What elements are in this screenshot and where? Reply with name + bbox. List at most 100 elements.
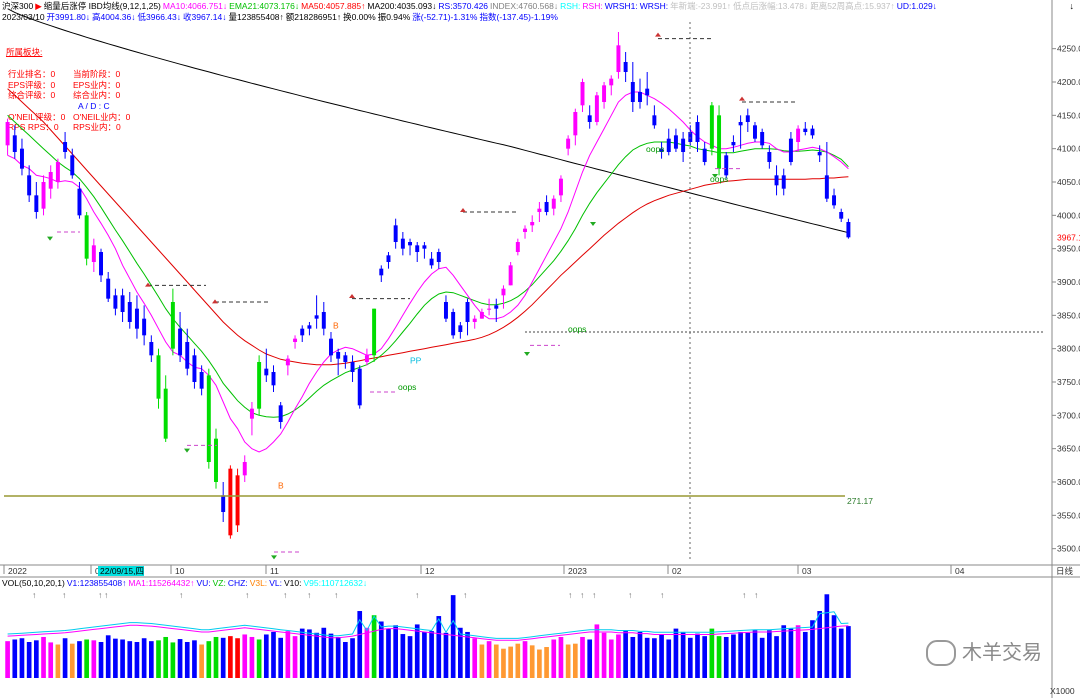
x-axis-label: 04 [955,566,965,576]
candle-body [372,308,377,356]
volume-bar [321,627,327,678]
candle-body [609,78,614,86]
volume-bar [213,636,219,678]
volume-bar [120,639,125,678]
candle-body [249,408,254,419]
candle-body [630,82,635,102]
volume-bar [508,646,513,678]
volume-header: VOL(50,10,20,1) V1:123855408↑ MA1:11526443… [2,578,369,588]
candle-body [27,175,32,196]
header-item-15: 距离52周高点:15.937↑ [810,1,895,11]
volume-bar [113,638,118,678]
side-left-0: 行业排名：0 [8,69,56,79]
candle-body [738,122,743,126]
volume-bar [846,626,851,678]
price-tick-label: 4250.0 [1057,44,1080,54]
volume-bar [472,638,478,678]
volume-bar [558,636,564,678]
candle-body [731,142,736,146]
volume-bar [220,637,226,678]
volume-v95-line [7,611,849,639]
candle-body [329,338,333,356]
ohlc-item-10: 指数(-137.45)-1.19% [479,12,558,22]
ohlc-item-1: 开3991.80↓ [46,12,91,22]
volume-bar [134,642,140,678]
volume-bar [206,641,212,678]
candle-body [846,222,851,238]
volume-bar [824,594,830,678]
volume-bar [271,631,276,678]
candle-body [487,308,492,310]
down-triangle-marker [271,555,277,560]
candle-body [48,172,53,189]
candle-body [170,302,175,349]
volume-bar [192,640,197,678]
volume-bar [450,595,456,678]
volume-signal-arrow: ↑ [245,590,249,600]
up-triangle-marker [349,294,355,298]
volume-bar [601,632,607,678]
volume-bar [263,634,269,678]
volume-bar [630,636,636,678]
volume-bar [486,641,492,678]
candle-body [408,242,413,246]
candle-body [465,302,470,322]
candle-body [717,115,722,169]
volume-signal-arrow: ↑ [742,590,746,600]
candle-body [767,152,772,162]
candle-body [41,182,46,209]
candle-body [113,295,118,309]
candle-body [781,175,786,189]
volume-bar [48,642,54,678]
volume-bar [838,628,844,678]
volume-signal-arrow: ↑ [62,590,66,600]
volume-bar [12,639,18,678]
volume-bar [637,631,643,678]
down-triangle-marker [712,174,718,178]
candle-body [652,115,657,126]
candle-body [293,338,298,342]
volume-signal-arrow: ↑ [754,590,758,600]
candle-body [379,268,384,276]
candle-body [494,305,499,309]
price-tick-label: 4050.0 [1057,177,1080,187]
pp-label: PP [410,355,422,365]
candle-body [386,255,391,262]
candle-body [832,195,837,206]
arrow-down-icon[interactable]: ↓ [1069,1,1075,11]
volume-bar [335,636,341,678]
volume-bar [501,648,506,678]
candle-body [400,238,405,249]
header-item-12: WRSH: [639,1,669,11]
price-tick-label: 3600.0 [1057,477,1080,487]
ma200-line [7,8,849,234]
volume-bar [285,631,291,678]
volume-bar [810,620,815,678]
header-row-2: 2023/03/10 开3991.80↓ 高4004.36↓ 低3966.43↓ 收39… [2,12,560,22]
volume-bar [364,627,370,678]
volume-bar [314,632,319,678]
up-triangle-marker [739,96,745,101]
volume-bar [170,642,176,678]
volume-bar [565,644,571,678]
volume-bar [709,628,715,678]
candle-body [681,138,686,152]
volume-bar [436,616,442,678]
volume-bar [587,639,593,678]
candle-body [278,405,283,422]
candle-body [91,245,96,262]
candle-body [753,125,757,139]
volume-bar [177,639,183,678]
volume-bar [55,644,61,678]
candle-body [810,128,815,136]
volume-bar [493,644,499,678]
volume-bar [652,638,657,678]
candle-body [393,225,398,242]
vol-header-item-9: V95:110712632↓ [303,578,368,588]
candle-body [70,155,75,176]
volume-bar [407,636,413,678]
candle-body [63,142,68,152]
candle-body [544,202,549,212]
candle-body [673,135,678,149]
